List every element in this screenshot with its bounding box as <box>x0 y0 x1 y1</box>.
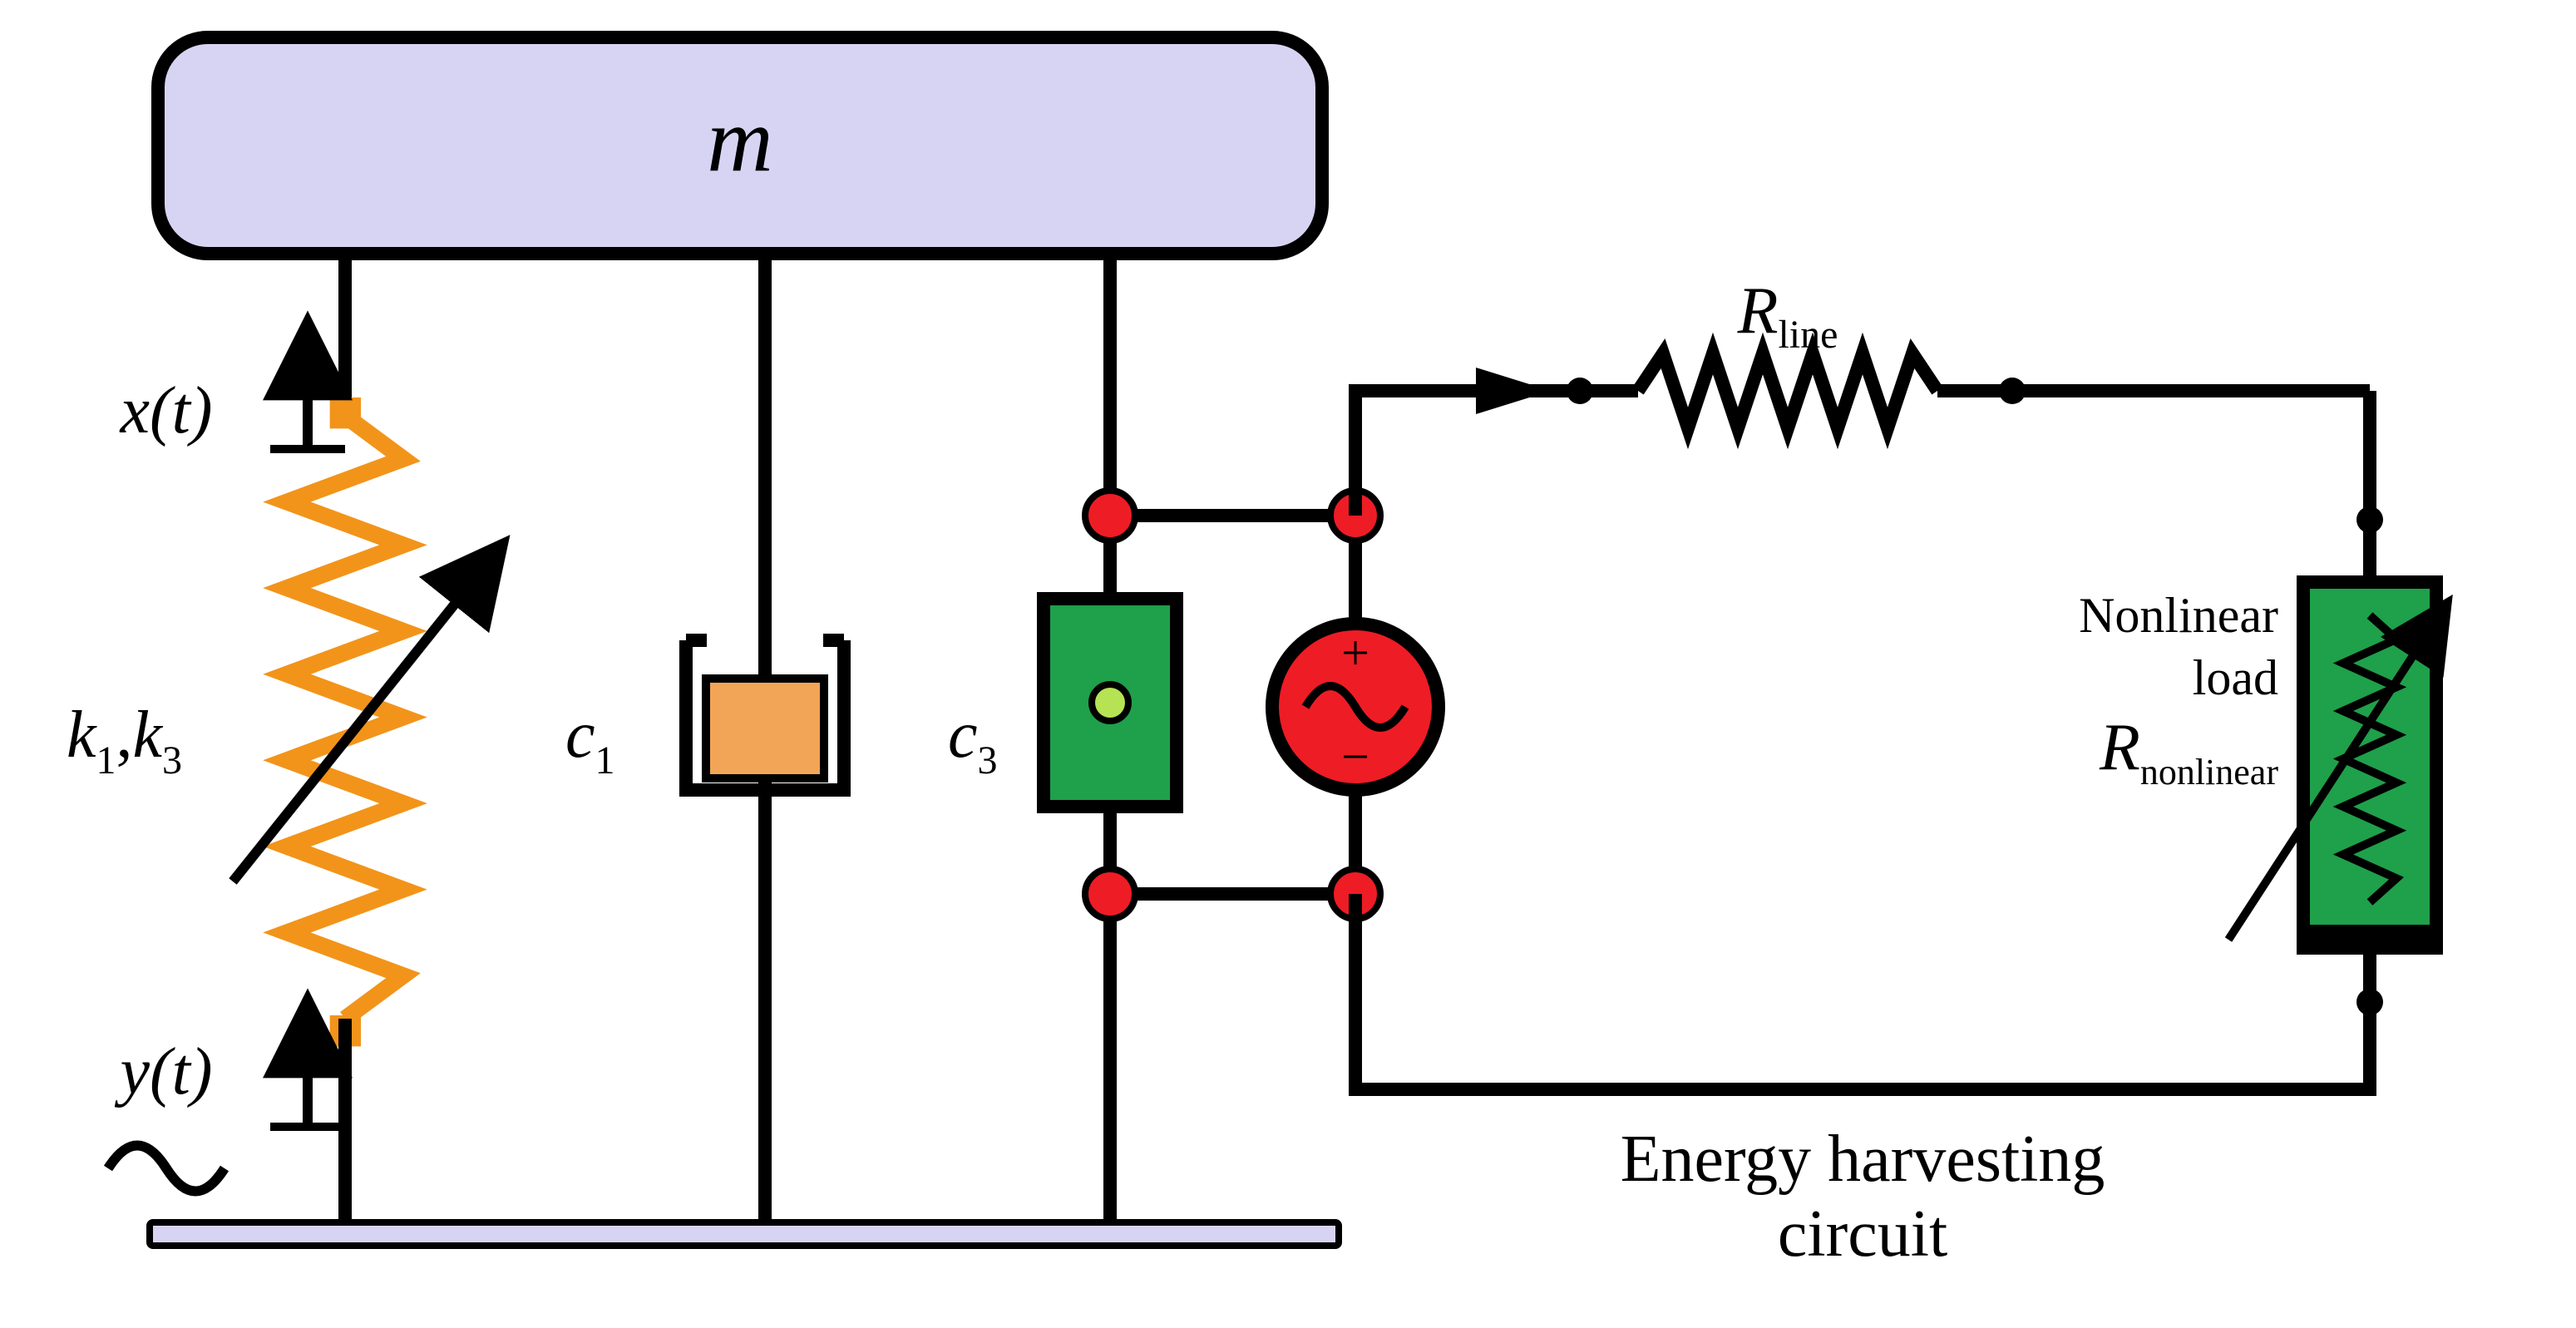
circuit-node-2 <box>1999 378 2026 404</box>
nonlinear-load-base <box>2303 925 2436 948</box>
yt-wave-icon <box>108 1146 225 1192</box>
circuit-node-1 <box>1567 378 1593 404</box>
spring-variable-arrow <box>233 549 499 881</box>
transducer-c3-label: c3 <box>948 699 998 782</box>
mech-node-0 <box>1085 491 1135 541</box>
nonlinear-load-box <box>2303 582 2436 948</box>
current-arrow-icon <box>1476 368 1551 414</box>
spring-icon <box>287 416 403 1019</box>
xt-label: x(t) <box>119 374 212 447</box>
resistor-rline-icon <box>1638 353 1937 428</box>
mech-node-2 <box>1085 869 1135 919</box>
ac-source-minus: − <box>1341 729 1369 784</box>
damper-c1-label: c1 <box>565 699 615 782</box>
nonlinear-label-1: Nonlinear <box>2079 588 2278 643</box>
spring-label: k1,k3 <box>67 699 182 782</box>
damper-piston <box>706 679 824 778</box>
ground-bar <box>150 1222 1339 1246</box>
circuit-node-3 <box>2356 506 2383 533</box>
transducer-dot <box>1092 684 1128 721</box>
yt-label: y(t) <box>114 1035 212 1108</box>
nonlinear-label-R: Rnonlinear <box>2099 711 2278 792</box>
circuit-wire-top-left <box>1355 391 1638 516</box>
circuit-caption-2: circuit <box>1778 1197 1947 1271</box>
circuit-caption-1: Energy harvesting <box>1621 1123 2105 1196</box>
circuit-node-4 <box>2356 989 2383 1015</box>
ac-source-plus: + <box>1341 625 1369 680</box>
mass-label: m <box>707 89 772 190</box>
nonlinear-label-2: load <box>2193 650 2278 705</box>
rline-label: Rline <box>1737 274 1838 357</box>
circuit-wire-bottom <box>1355 894 2370 1089</box>
